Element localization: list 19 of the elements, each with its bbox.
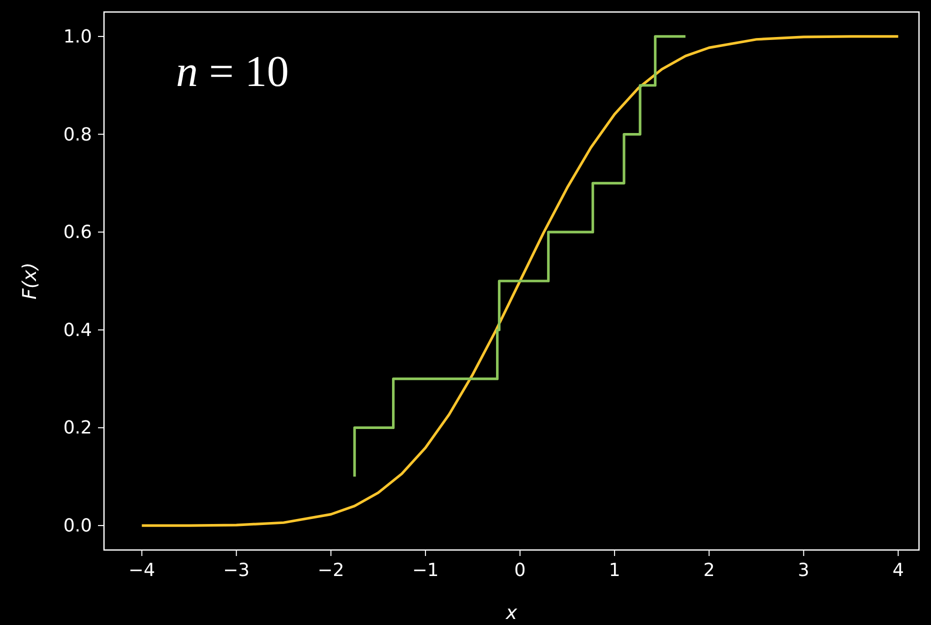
x-tick-label: −4 xyxy=(128,560,156,581)
x-tick-label: 2 xyxy=(703,560,715,581)
x-tick-label: −3 xyxy=(223,560,250,581)
x-tick-label: 1 xyxy=(608,560,620,581)
y-tick-label: 0.8 xyxy=(63,124,92,146)
x-tick-label: −2 xyxy=(318,560,344,581)
x-tick-label: −1 xyxy=(412,560,439,581)
annotation: n = 10 xyxy=(176,47,289,96)
x-axis-title: x xyxy=(504,602,518,624)
y-axis-title: F(x) xyxy=(19,262,41,300)
x-tick-label: 3 xyxy=(798,560,810,581)
x-tick-label: 0 xyxy=(514,560,526,581)
y-tick-label: 0.6 xyxy=(63,222,92,244)
y-tick-label: 1.0 xyxy=(63,26,92,48)
y-tick-label: 0.0 xyxy=(63,516,92,537)
y-tick-label: 0.4 xyxy=(63,320,92,341)
x-tick-label: 4 xyxy=(892,560,904,581)
y-tick-label: 0.2 xyxy=(63,418,92,439)
line-series xyxy=(140,35,900,527)
